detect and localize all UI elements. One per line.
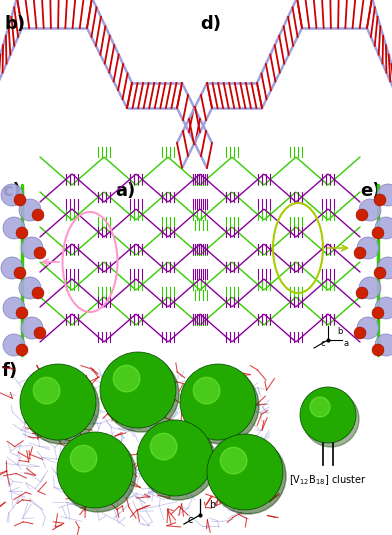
Circle shape (372, 344, 384, 356)
Text: [V$_{12}$B$_{18}$] cluster: [V$_{12}$B$_{18}$] cluster (289, 473, 367, 487)
Circle shape (354, 327, 366, 339)
Circle shape (310, 397, 330, 417)
Circle shape (20, 364, 96, 440)
Circle shape (374, 194, 386, 206)
Circle shape (356, 287, 368, 299)
Circle shape (140, 424, 216, 500)
Text: b: b (337, 327, 343, 337)
Circle shape (150, 433, 177, 460)
Circle shape (3, 334, 25, 356)
Text: e): e) (360, 182, 381, 200)
Text: c: c (187, 515, 193, 525)
Text: b: b (209, 500, 215, 510)
Text: f): f) (2, 362, 18, 380)
Text: a: a (343, 340, 348, 348)
Circle shape (375, 297, 392, 319)
Circle shape (103, 356, 179, 432)
Circle shape (359, 277, 381, 299)
Circle shape (372, 227, 384, 239)
Circle shape (377, 184, 392, 206)
Circle shape (303, 391, 359, 447)
Circle shape (21, 317, 43, 339)
Circle shape (183, 368, 259, 444)
Circle shape (33, 377, 60, 404)
Text: d): d) (200, 15, 221, 33)
Circle shape (16, 307, 28, 319)
Text: a): a) (115, 182, 135, 200)
Circle shape (300, 387, 356, 443)
Text: c: c (321, 340, 325, 348)
Circle shape (113, 365, 140, 392)
Circle shape (356, 209, 368, 221)
Circle shape (375, 217, 392, 239)
Circle shape (193, 377, 220, 404)
Circle shape (23, 368, 99, 444)
Circle shape (34, 327, 46, 339)
Circle shape (14, 194, 26, 206)
Circle shape (375, 334, 392, 356)
Circle shape (60, 436, 136, 512)
Circle shape (3, 297, 25, 319)
Circle shape (180, 364, 256, 440)
Circle shape (21, 237, 43, 259)
Circle shape (70, 445, 97, 472)
Circle shape (57, 432, 133, 508)
Circle shape (16, 227, 28, 239)
Circle shape (210, 438, 286, 514)
Circle shape (19, 199, 41, 221)
Circle shape (357, 317, 379, 339)
Circle shape (354, 247, 366, 259)
Circle shape (374, 267, 386, 279)
Circle shape (220, 447, 247, 474)
Circle shape (32, 209, 44, 221)
Circle shape (19, 277, 41, 299)
Circle shape (357, 237, 379, 259)
Circle shape (3, 217, 25, 239)
Circle shape (14, 267, 26, 279)
Circle shape (1, 184, 23, 206)
Text: c): c) (2, 182, 21, 200)
Circle shape (137, 420, 213, 496)
Circle shape (372, 307, 384, 319)
Circle shape (207, 434, 283, 510)
Text: b): b) (5, 15, 26, 33)
Circle shape (359, 199, 381, 221)
Circle shape (100, 352, 176, 428)
Circle shape (377, 257, 392, 279)
Circle shape (32, 287, 44, 299)
Circle shape (1, 257, 23, 279)
Circle shape (34, 247, 46, 259)
Circle shape (16, 344, 28, 356)
